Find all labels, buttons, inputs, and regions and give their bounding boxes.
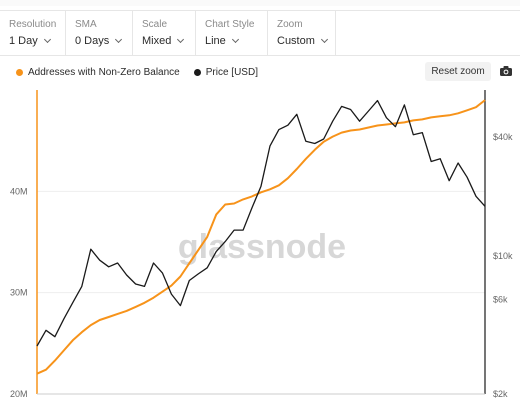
chart-style-value: Line bbox=[205, 35, 226, 47]
chart-style-label: Chart Style bbox=[205, 19, 255, 30]
right-tick-label: $40k bbox=[493, 132, 513, 142]
left-tick-label: 20M bbox=[10, 389, 28, 399]
right-tick-label: $10k bbox=[493, 251, 513, 261]
series-line-addresses bbox=[36, 99, 486, 375]
resolution-label: Resolution bbox=[9, 19, 57, 30]
camera-icon[interactable] bbox=[499, 65, 513, 77]
scale-value: Mixed bbox=[142, 35, 172, 47]
legend-label-price: Price [USD] bbox=[205, 67, 258, 78]
watermark: glassnode bbox=[178, 228, 346, 266]
scale-select[interactable]: Scale Mixed bbox=[133, 11, 196, 55]
legend-dot-price bbox=[193, 69, 201, 76]
sma-select[interactable]: SMA 0 Days bbox=[66, 11, 133, 55]
chart-legend: Addresses with Non-Zero Balance Price [U… bbox=[16, 67, 272, 78]
zoom-select[interactable]: Zoom Custom bbox=[268, 11, 336, 55]
zoom-value: Custom bbox=[277, 35, 315, 47]
left-tick-label: 30M bbox=[10, 288, 28, 298]
resolution-value: 1 Day bbox=[9, 35, 38, 47]
sma-value: 0 Days bbox=[75, 35, 110, 47]
resolution-select[interactable]: Resolution 1 Day bbox=[0, 11, 66, 55]
right-tick-label: $6k bbox=[493, 295, 508, 305]
reset-zoom-button[interactable]: Reset zoom bbox=[425, 62, 491, 81]
legend-label-addresses: Addresses with Non-Zero Balance bbox=[28, 67, 180, 78]
right-tick-label: $2k bbox=[493, 389, 508, 399]
top-strip bbox=[0, 0, 520, 6]
chart-controls: Resolution 1 Day SMA 0 Days Scale Mixed … bbox=[0, 10, 520, 56]
left-tick-label: 40M bbox=[10, 186, 28, 196]
sma-label: SMA bbox=[75, 19, 97, 30]
legend-item-addresses[interactable]: Addresses with Non-Zero Balance bbox=[16, 67, 180, 78]
legend-item-price[interactable]: Price [USD] bbox=[193, 67, 258, 78]
legend-dot-addresses bbox=[16, 69, 23, 76]
zoom-label: Zoom bbox=[277, 19, 303, 30]
scale-label: Scale bbox=[142, 19, 168, 30]
chart-style-select[interactable]: Chart Style Line bbox=[196, 11, 268, 55]
series-line-price bbox=[36, 99, 486, 347]
